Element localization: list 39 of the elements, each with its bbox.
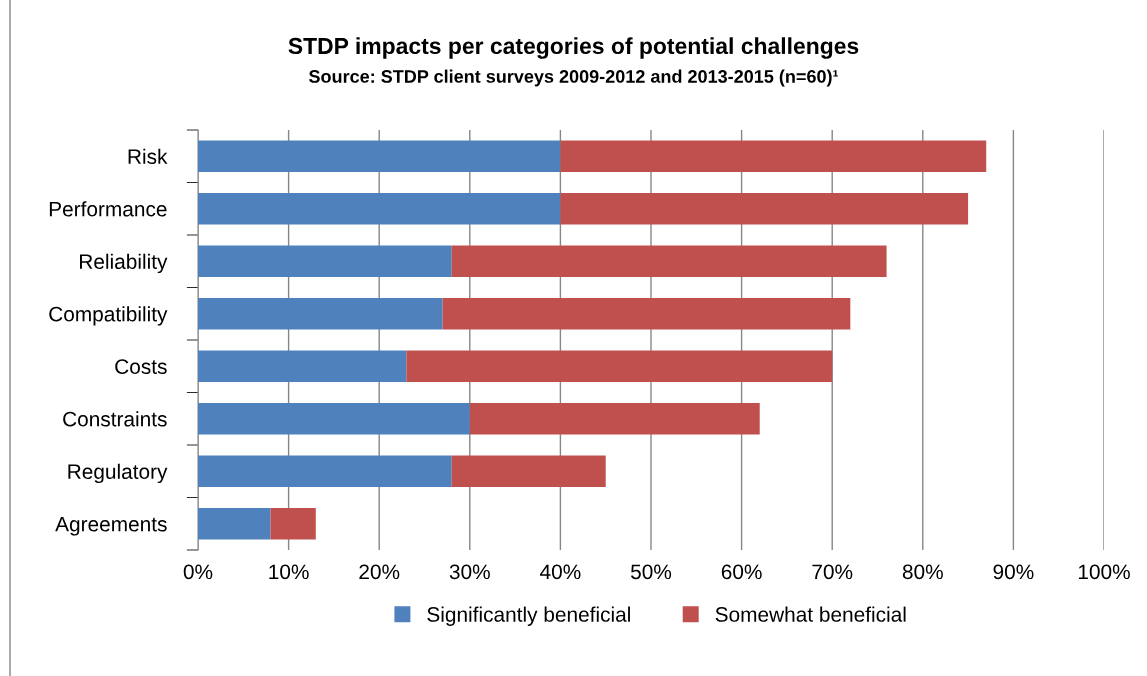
x-tick-label: 70% [812, 564, 853, 580]
x-tick-label: 50% [630, 564, 672, 580]
bar [560, 140, 987, 172]
bar [198, 455, 452, 487]
x-tick-label: 10% [269, 564, 309, 580]
x-tick-label: 100% [1078, 564, 1130, 580]
y-tick-label: Reliability [80, 253, 168, 274]
bar [198, 350, 407, 382]
y-tick-label: Agreements [55, 516, 167, 536]
bar [560, 193, 969, 225]
x-tick-label: 20% [359, 564, 400, 580]
x-tick-label: 0% [183, 564, 213, 580]
legend-label: Significantly beneficial [427, 606, 630, 626]
y-tick-label: Costs [115, 359, 167, 374]
x-tick-label: 30% [449, 564, 490, 580]
bar [198, 245, 452, 277]
x-tick-label: 40% [540, 564, 581, 580]
chart-subtitle: Source: STDP client surveys 2009-2012 and 2013-2015 (n=60)¹ [309, 69, 838, 87]
bar [451, 245, 887, 277]
bar [198, 298, 443, 330]
bar [198, 193, 561, 225]
y-tick-label: Regulatory [68, 463, 168, 484]
x-tick-label: 80% [902, 564, 943, 580]
legend-label: Somewhat beneficial [715, 606, 906, 622]
x-tick-label: 60% [721, 564, 762, 580]
y-tick-label: Compatibility [49, 306, 168, 326]
bar [469, 403, 760, 435]
y-tick-label: Risk [128, 148, 168, 164]
bar [406, 350, 833, 382]
bar [198, 508, 271, 540]
x-tick-label: 90% [993, 564, 1034, 580]
bar [198, 140, 561, 172]
chart-title: STDP impacts per categories of potential challenges [288, 37, 859, 59]
bar [198, 403, 470, 435]
y-tick-label: Performance [49, 201, 167, 217]
bar [270, 508, 316, 540]
y-tick-label: Constraints [63, 411, 167, 427]
bar [442, 298, 851, 330]
bar [451, 455, 606, 487]
